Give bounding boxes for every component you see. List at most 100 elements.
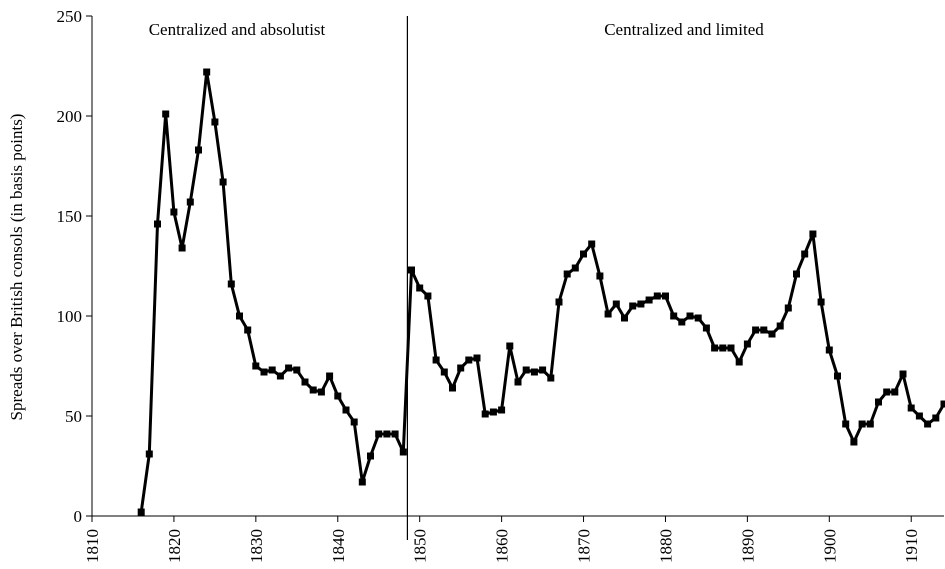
data-point <box>489 408 497 416</box>
data-point <box>391 430 399 438</box>
data-point <box>424 292 432 300</box>
data-point <box>858 420 866 428</box>
data-point <box>260 368 268 376</box>
data-point <box>522 366 530 374</box>
data-point <box>637 300 645 308</box>
data-point <box>317 388 325 396</box>
data-point <box>678 318 686 326</box>
data-point <box>326 372 334 380</box>
data-point <box>268 366 276 374</box>
data-point <box>547 374 555 382</box>
data-point <box>907 404 915 412</box>
data-point <box>145 450 153 458</box>
data-point <box>449 384 456 392</box>
data-point <box>760 326 768 334</box>
data-point <box>866 420 874 428</box>
data-point <box>293 366 301 374</box>
data-point <box>621 314 628 322</box>
data-point <box>825 346 833 354</box>
data-point <box>236 312 243 320</box>
data-point <box>653 292 661 300</box>
data-point <box>244 326 252 334</box>
data-point <box>580 250 587 258</box>
y-tick-label: 0 <box>74 507 83 526</box>
data-point <box>629 302 637 310</box>
data-point <box>743 340 751 348</box>
data-point <box>334 392 342 400</box>
data-point <box>924 420 932 428</box>
data-point <box>137 508 145 516</box>
data-point <box>178 244 186 252</box>
data-point <box>875 398 882 406</box>
data-point <box>252 362 260 370</box>
axes <box>91 16 944 517</box>
data-point <box>612 300 620 308</box>
series-line <box>139 70 945 513</box>
x-tick-label: 1810 <box>83 529 102 563</box>
data-point <box>162 110 170 118</box>
data-point <box>219 178 227 186</box>
data-point <box>604 310 612 318</box>
data-point <box>195 146 202 154</box>
data-point <box>473 354 481 362</box>
data-point <box>809 230 817 238</box>
region-label-absolutist: Centralized and absolutist <box>149 20 326 39</box>
x-tick-label: 1850 <box>411 529 430 563</box>
data-point <box>711 344 719 352</box>
data-point <box>203 68 211 76</box>
data-point <box>752 326 760 334</box>
y-tick-label: 100 <box>57 307 83 326</box>
data-point <box>342 406 350 414</box>
data-point <box>465 356 473 364</box>
data-point <box>350 418 358 426</box>
data-point <box>588 240 596 248</box>
y-tick-label: 150 <box>57 207 83 226</box>
data-point <box>915 412 923 420</box>
data-point <box>817 298 825 306</box>
data-point <box>932 414 940 422</box>
x-tick-label: 1870 <box>575 529 594 563</box>
data-point <box>842 420 850 428</box>
data-point <box>891 388 899 396</box>
data-point <box>506 342 514 350</box>
data-point <box>571 264 579 272</box>
x-tick-label: 1890 <box>738 529 757 563</box>
x-tick-label: 1900 <box>820 529 839 563</box>
region-label-limited: Centralized and limited <box>604 20 764 39</box>
data-point <box>768 330 776 338</box>
data-point <box>358 478 366 486</box>
data-point <box>498 406 506 414</box>
data-point <box>432 356 440 364</box>
data-point <box>367 452 374 460</box>
data-point <box>170 208 178 216</box>
data-point <box>883 388 891 396</box>
data-point <box>481 410 489 418</box>
data-point <box>530 368 538 376</box>
y-axis-label: Spreads over British consols (in basis p… <box>7 114 26 421</box>
x-tick-label: 1880 <box>656 529 675 563</box>
x-tick-label: 1840 <box>329 529 348 563</box>
y-axis-ticks: 0 50 100 150 200 250 <box>57 7 92 526</box>
data-point <box>735 358 743 366</box>
data-point <box>211 118 219 126</box>
data-point <box>801 250 809 258</box>
y-tick-label: 250 <box>57 7 83 26</box>
data-point <box>154 220 161 228</box>
x-tick-label: 1910 <box>902 529 921 563</box>
data-point <box>309 386 317 394</box>
data-point <box>375 430 383 438</box>
data-point <box>662 292 669 300</box>
series-group <box>137 68 945 516</box>
data-point <box>784 304 792 312</box>
data-point <box>899 370 907 378</box>
x-tick-label: 1830 <box>247 529 266 563</box>
data-point <box>399 448 407 456</box>
data-point <box>276 372 284 380</box>
y-tick-label: 50 <box>65 407 82 426</box>
x-tick-label: 1860 <box>493 529 512 563</box>
data-point <box>694 314 702 322</box>
data-point <box>670 312 678 320</box>
data-point <box>408 266 415 274</box>
data-point <box>227 280 235 288</box>
